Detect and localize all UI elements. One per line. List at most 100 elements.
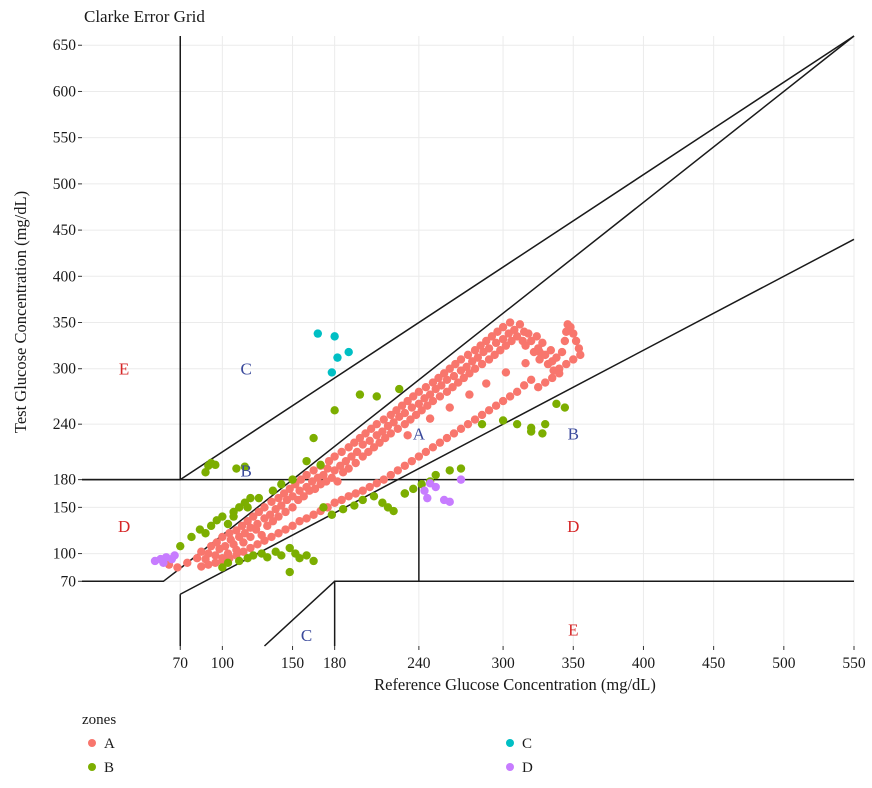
point-zone-a [505,392,515,401]
point-zone-b [431,470,440,480]
point-zone-a [246,543,255,553]
point-zone-a [341,456,351,466]
point-zone-a [535,347,544,357]
point-zone-a [512,332,522,341]
point-zone-a [254,507,264,517]
point-zone-a [435,392,445,401]
point-zone-b [254,493,264,503]
zone-boundary-line [82,35,855,583]
zone-labels: E C B D A B D E C [118,360,579,645]
point-zone-b [477,419,487,429]
point-zone-b [246,493,255,503]
point-zone-a [555,369,564,378]
point-zone-a [538,338,547,348]
point-zone-a [498,396,508,406]
point-zone-a [445,364,454,373]
y-tick-label: 500 [53,176,77,193]
point-zone-b [211,460,220,470]
point-zone-a [309,466,318,475]
point-zone-a [260,536,269,545]
point-zone-a [253,519,262,529]
point-zone-b [417,480,426,489]
point-zone-b [176,541,185,551]
point-zone-a [546,346,556,355]
point-zone-a [379,475,388,484]
point-zone-a [417,406,426,415]
x-axis-title: Reference Glucose Concentration (mg/dL) [374,675,656,694]
point-zone-b [206,521,216,531]
x-tick-label: 400 [632,655,656,672]
point-zone-b [187,532,196,542]
point-zone-c [327,368,337,377]
zone-label-b: B [241,461,252,480]
point-zone-b [552,399,561,409]
point-zone-a [355,433,365,443]
point-zone-a [344,492,353,501]
point-zone-a [428,378,438,387]
point-zone-b [218,512,227,521]
point-zone-a [393,424,403,434]
point-zone-b [538,429,547,438]
y-tick-label: 180 [53,472,77,489]
point-zone-a [239,547,248,556]
point-zone-a [407,403,417,412]
point-zone-a [465,390,474,399]
x-tick-label: 180 [323,655,347,672]
y-tick-label: 550 [53,130,77,147]
point-zone-d [445,497,454,507]
point-zone-d [431,482,440,492]
point-zone-d [456,475,466,484]
x-tick-label: 450 [702,655,726,672]
point-zone-a [425,414,435,423]
point-zone-b [456,464,466,473]
point-zone-a [456,355,466,364]
y-tick-label: 150 [53,499,77,516]
point-zone-a [533,383,543,392]
point-zone-a [344,443,353,452]
point-zone-a [237,521,247,531]
point-zone-a [560,336,570,346]
point-zone-a [407,456,417,466]
point-zone-a [574,344,584,353]
point-zone-a [344,464,353,473]
point-zone-a [425,390,435,399]
point-zone-b [372,392,381,401]
point-zone-a [414,452,424,461]
point-zone-a [400,408,410,418]
point-zone-b [560,403,570,412]
legend-label-c: C [522,736,532,752]
point-zone-a [366,424,376,434]
point-zone-a [296,475,306,484]
point-zone-a [477,359,487,369]
point-zone-a [369,443,379,452]
point-zone-a [491,401,501,410]
x-tick-label: 350 [562,655,586,672]
point-zone-a [260,503,269,512]
point-zone-a [265,510,275,519]
point-zone-b [526,427,536,436]
y-tick-label: 100 [53,546,77,563]
point-zone-a [437,381,446,390]
point-zone-a [498,322,508,332]
point-zone-a [569,329,578,338]
point-zone-a [470,415,480,424]
point-zone-a [411,410,421,420]
point-zone-a [526,375,536,385]
y-tick-label: 70 [61,573,77,590]
point-zone-a [267,532,276,542]
point-zone-a [288,503,297,512]
point-zone-a [386,429,395,438]
point-zone-a [526,336,536,346]
point-zone-a [428,443,438,452]
point-zone-a [204,549,213,558]
point-zone-a [406,415,415,424]
point-zone-a [571,336,581,346]
point-zone-b [541,419,550,429]
point-zone-a [372,419,381,429]
point-zone-a [421,383,431,392]
point-zone-a [274,512,283,521]
point-zone-b [309,433,318,443]
point-zone-b [277,480,286,489]
point-zone-a [295,517,304,526]
point-zone-a [576,350,585,360]
